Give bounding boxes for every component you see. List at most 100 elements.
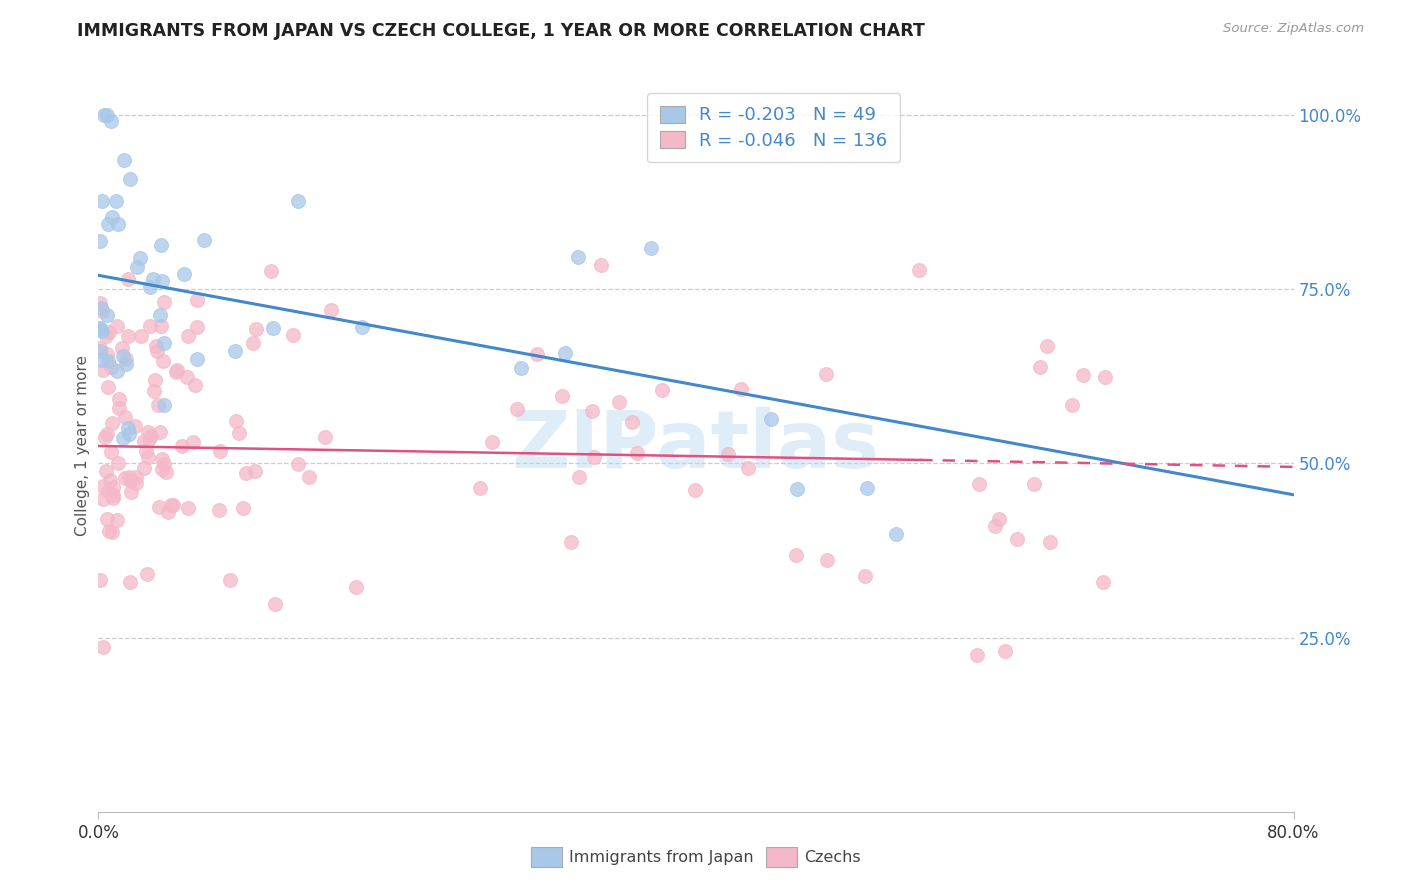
Point	[117, 420, 139, 434]
Point	[786, 482, 808, 496]
Point	[1036, 339, 1059, 353]
Point	[100, 360, 122, 375]
Point	[89, 296, 111, 310]
Point	[170, 439, 193, 453]
Point	[100, 444, 122, 458]
Point	[173, 267, 195, 281]
Point	[98, 325, 121, 339]
Point	[186, 352, 208, 367]
Point	[186, 319, 208, 334]
Point	[264, 597, 287, 611]
Point	[153, 335, 176, 350]
Point	[150, 462, 173, 476]
Point	[91, 362, 114, 376]
Point	[589, 258, 612, 272]
Point	[107, 218, 129, 232]
Point	[103, 491, 125, 506]
Point	[242, 336, 264, 351]
Point	[105, 513, 128, 527]
Point	[117, 426, 139, 441]
Point	[114, 471, 136, 485]
Point	[114, 410, 136, 425]
Point	[134, 460, 156, 475]
Point	[626, 446, 648, 460]
Point	[640, 241, 662, 255]
Bar	[766, 847, 797, 867]
Point	[138, 433, 160, 447]
Point	[987, 512, 1010, 526]
Point	[97, 353, 120, 368]
Point	[183, 378, 205, 392]
Point	[1022, 477, 1045, 491]
Point	[91, 492, 114, 507]
Point	[186, 293, 208, 308]
Point	[344, 580, 367, 594]
Point	[567, 250, 589, 264]
Point	[148, 398, 170, 412]
Point	[314, 430, 336, 444]
Point	[984, 518, 1007, 533]
Point	[717, 447, 740, 461]
Point	[97, 218, 120, 232]
Text: Source: ZipAtlas.com: Source: ZipAtlas.com	[1223, 22, 1364, 36]
Point	[166, 363, 188, 377]
Point	[160, 499, 183, 513]
Point	[232, 500, 254, 515]
Point	[96, 427, 118, 442]
Point	[856, 481, 879, 495]
Point	[737, 461, 759, 475]
Text: ZIPatlas: ZIPatlas	[512, 407, 880, 485]
Point	[177, 501, 200, 516]
Point	[136, 450, 159, 464]
Point	[94, 329, 117, 343]
Point	[505, 401, 527, 416]
Point	[105, 363, 128, 377]
Point	[91, 479, 114, 493]
Point	[97, 483, 120, 498]
Point	[139, 318, 162, 333]
Point	[98, 524, 121, 538]
Point	[683, 483, 706, 497]
Point	[321, 303, 343, 318]
Point	[759, 412, 782, 426]
Point	[785, 548, 807, 562]
Point	[98, 473, 121, 487]
Point	[554, 346, 576, 360]
Point	[152, 354, 174, 368]
Point	[120, 484, 142, 499]
Point	[134, 434, 156, 449]
Point	[153, 457, 176, 471]
Point	[1062, 398, 1084, 412]
Point	[115, 351, 138, 366]
Point	[125, 470, 148, 484]
Point	[118, 575, 141, 590]
Point	[155, 465, 177, 479]
Point	[815, 553, 838, 567]
Point	[228, 425, 250, 440]
Point	[89, 344, 111, 359]
Point	[129, 328, 152, 343]
Point	[138, 280, 160, 294]
Point	[91, 353, 114, 368]
Point	[146, 343, 169, 358]
Point	[89, 234, 111, 248]
Point	[551, 389, 574, 403]
Point	[150, 275, 173, 289]
Point	[886, 526, 908, 541]
Point	[97, 380, 120, 394]
Point	[111, 350, 134, 364]
Point	[96, 464, 118, 478]
Point	[115, 358, 138, 372]
Point	[1071, 368, 1094, 382]
Point	[1039, 535, 1062, 549]
Point	[152, 295, 174, 310]
Point	[136, 566, 159, 581]
Point	[260, 264, 283, 278]
Text: IMMIGRANTS FROM JAPAN VS CZECH COLLEGE, 1 YEAR OR MORE CORRELATION CHART: IMMIGRANTS FROM JAPAN VS CZECH COLLEGE, …	[77, 22, 925, 40]
Point	[89, 322, 111, 336]
Point	[91, 324, 114, 338]
Point	[143, 384, 166, 398]
Point	[96, 512, 118, 526]
Point	[90, 301, 112, 316]
Point	[139, 428, 162, 442]
